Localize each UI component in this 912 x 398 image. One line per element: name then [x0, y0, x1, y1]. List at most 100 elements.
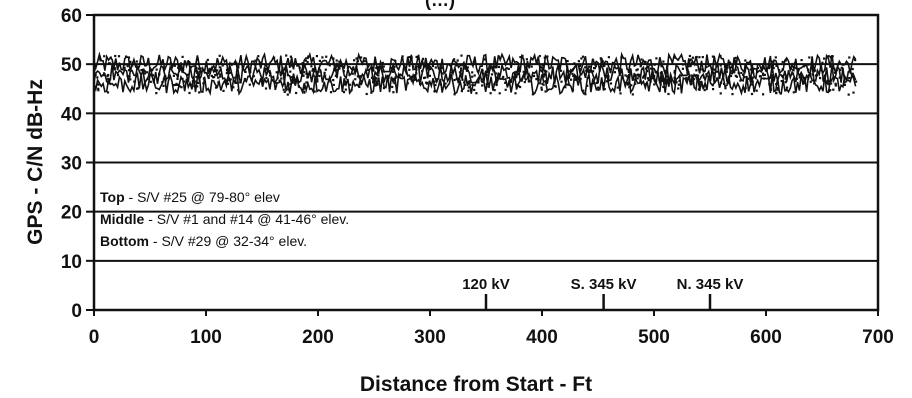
data-point	[195, 70, 198, 73]
data-point	[416, 57, 419, 60]
data-point	[332, 83, 335, 86]
data-point	[827, 55, 830, 58]
data-point	[268, 74, 272, 77]
data-point	[216, 69, 219, 72]
data-point	[324, 74, 327, 77]
data-point	[336, 69, 339, 72]
data-point	[252, 75, 255, 78]
data-point	[517, 84, 520, 88]
data-point	[476, 70, 479, 73]
data-point	[542, 83, 545, 86]
data-point	[702, 70, 705, 73]
data-point	[711, 84, 714, 87]
data-point	[156, 62, 159, 65]
data-point	[731, 93, 734, 96]
data-point	[237, 74, 240, 77]
data-point	[631, 93, 634, 96]
data-point	[589, 65, 592, 68]
data-point	[784, 59, 787, 62]
data-point	[450, 71, 453, 74]
data-point	[653, 63, 656, 66]
data-point	[572, 74, 575, 77]
data-point	[366, 68, 370, 71]
data-point	[636, 77, 639, 80]
legend-text-middle: - S/V #1 and #14 @ 41-46° elev.	[144, 211, 349, 227]
data-point	[607, 56, 610, 59]
data-point	[675, 81, 678, 84]
data-point	[423, 76, 426, 80]
data-point	[226, 70, 229, 73]
data-point	[545, 70, 548, 73]
data-point	[410, 56, 413, 59]
data-point	[289, 64, 293, 67]
data-point	[677, 58, 680, 61]
data-point	[603, 88, 606, 91]
data-point	[118, 63, 121, 66]
x-tick-label-0: 0	[89, 327, 100, 348]
x-tick-label-300: 300	[414, 327, 446, 348]
data-point	[586, 84, 589, 87]
data-point	[344, 88, 347, 91]
data-point	[571, 72, 574, 75]
data-point	[467, 89, 470, 92]
data-point	[487, 85, 490, 88]
data-point	[205, 62, 208, 65]
data-point	[129, 60, 132, 63]
data-point	[831, 55, 834, 58]
data-point	[677, 87, 680, 90]
data-point	[477, 81, 480, 84]
data-point	[283, 72, 286, 75]
data-point	[638, 75, 641, 78]
data-point	[725, 70, 728, 73]
chart-title: (…)	[425, 0, 455, 10]
data-point	[301, 62, 304, 65]
data-point	[724, 64, 727, 67]
data-point	[102, 72, 106, 75]
data-point	[196, 71, 199, 74]
data-point	[636, 68, 639, 71]
data-point	[660, 65, 663, 68]
y-tick-label-10: 10	[61, 252, 82, 273]
data-point	[688, 59, 691, 62]
data-point	[434, 66, 437, 69]
data-point	[527, 80, 530, 83]
data-point	[579, 77, 582, 80]
data-point	[698, 82, 701, 85]
data-point	[660, 79, 663, 82]
data-point	[624, 74, 627, 77]
data-point	[304, 59, 308, 62]
data-point	[816, 74, 819, 77]
data-point	[291, 65, 294, 68]
data-point	[626, 83, 630, 86]
data-point	[375, 77, 378, 80]
data-point	[573, 76, 576, 79]
data-point	[662, 60, 665, 63]
data-point	[374, 61, 377, 64]
legend-label-bottom: Bottom	[100, 233, 149, 249]
data-point	[603, 64, 606, 67]
data-point	[807, 68, 810, 71]
data-point	[630, 84, 633, 87]
data-point	[195, 80, 198, 83]
data-point	[355, 57, 358, 60]
data-point	[719, 64, 722, 67]
data-point	[673, 69, 676, 73]
data-point	[481, 84, 484, 87]
data-point	[343, 83, 346, 86]
data-point	[207, 76, 210, 79]
data-point	[329, 91, 333, 94]
data-point	[356, 60, 359, 63]
data-point	[342, 91, 346, 94]
data-point	[481, 78, 484, 81]
data-point	[543, 69, 546, 72]
data-point	[664, 82, 667, 85]
data-point	[129, 78, 132, 81]
data-point	[731, 70, 734, 73]
data-point	[546, 55, 549, 58]
data-point	[472, 60, 475, 63]
data-point	[315, 55, 318, 58]
data-point	[795, 77, 798, 80]
data-point	[666, 80, 669, 83]
data-point	[541, 82, 544, 85]
data-point	[323, 71, 326, 74]
